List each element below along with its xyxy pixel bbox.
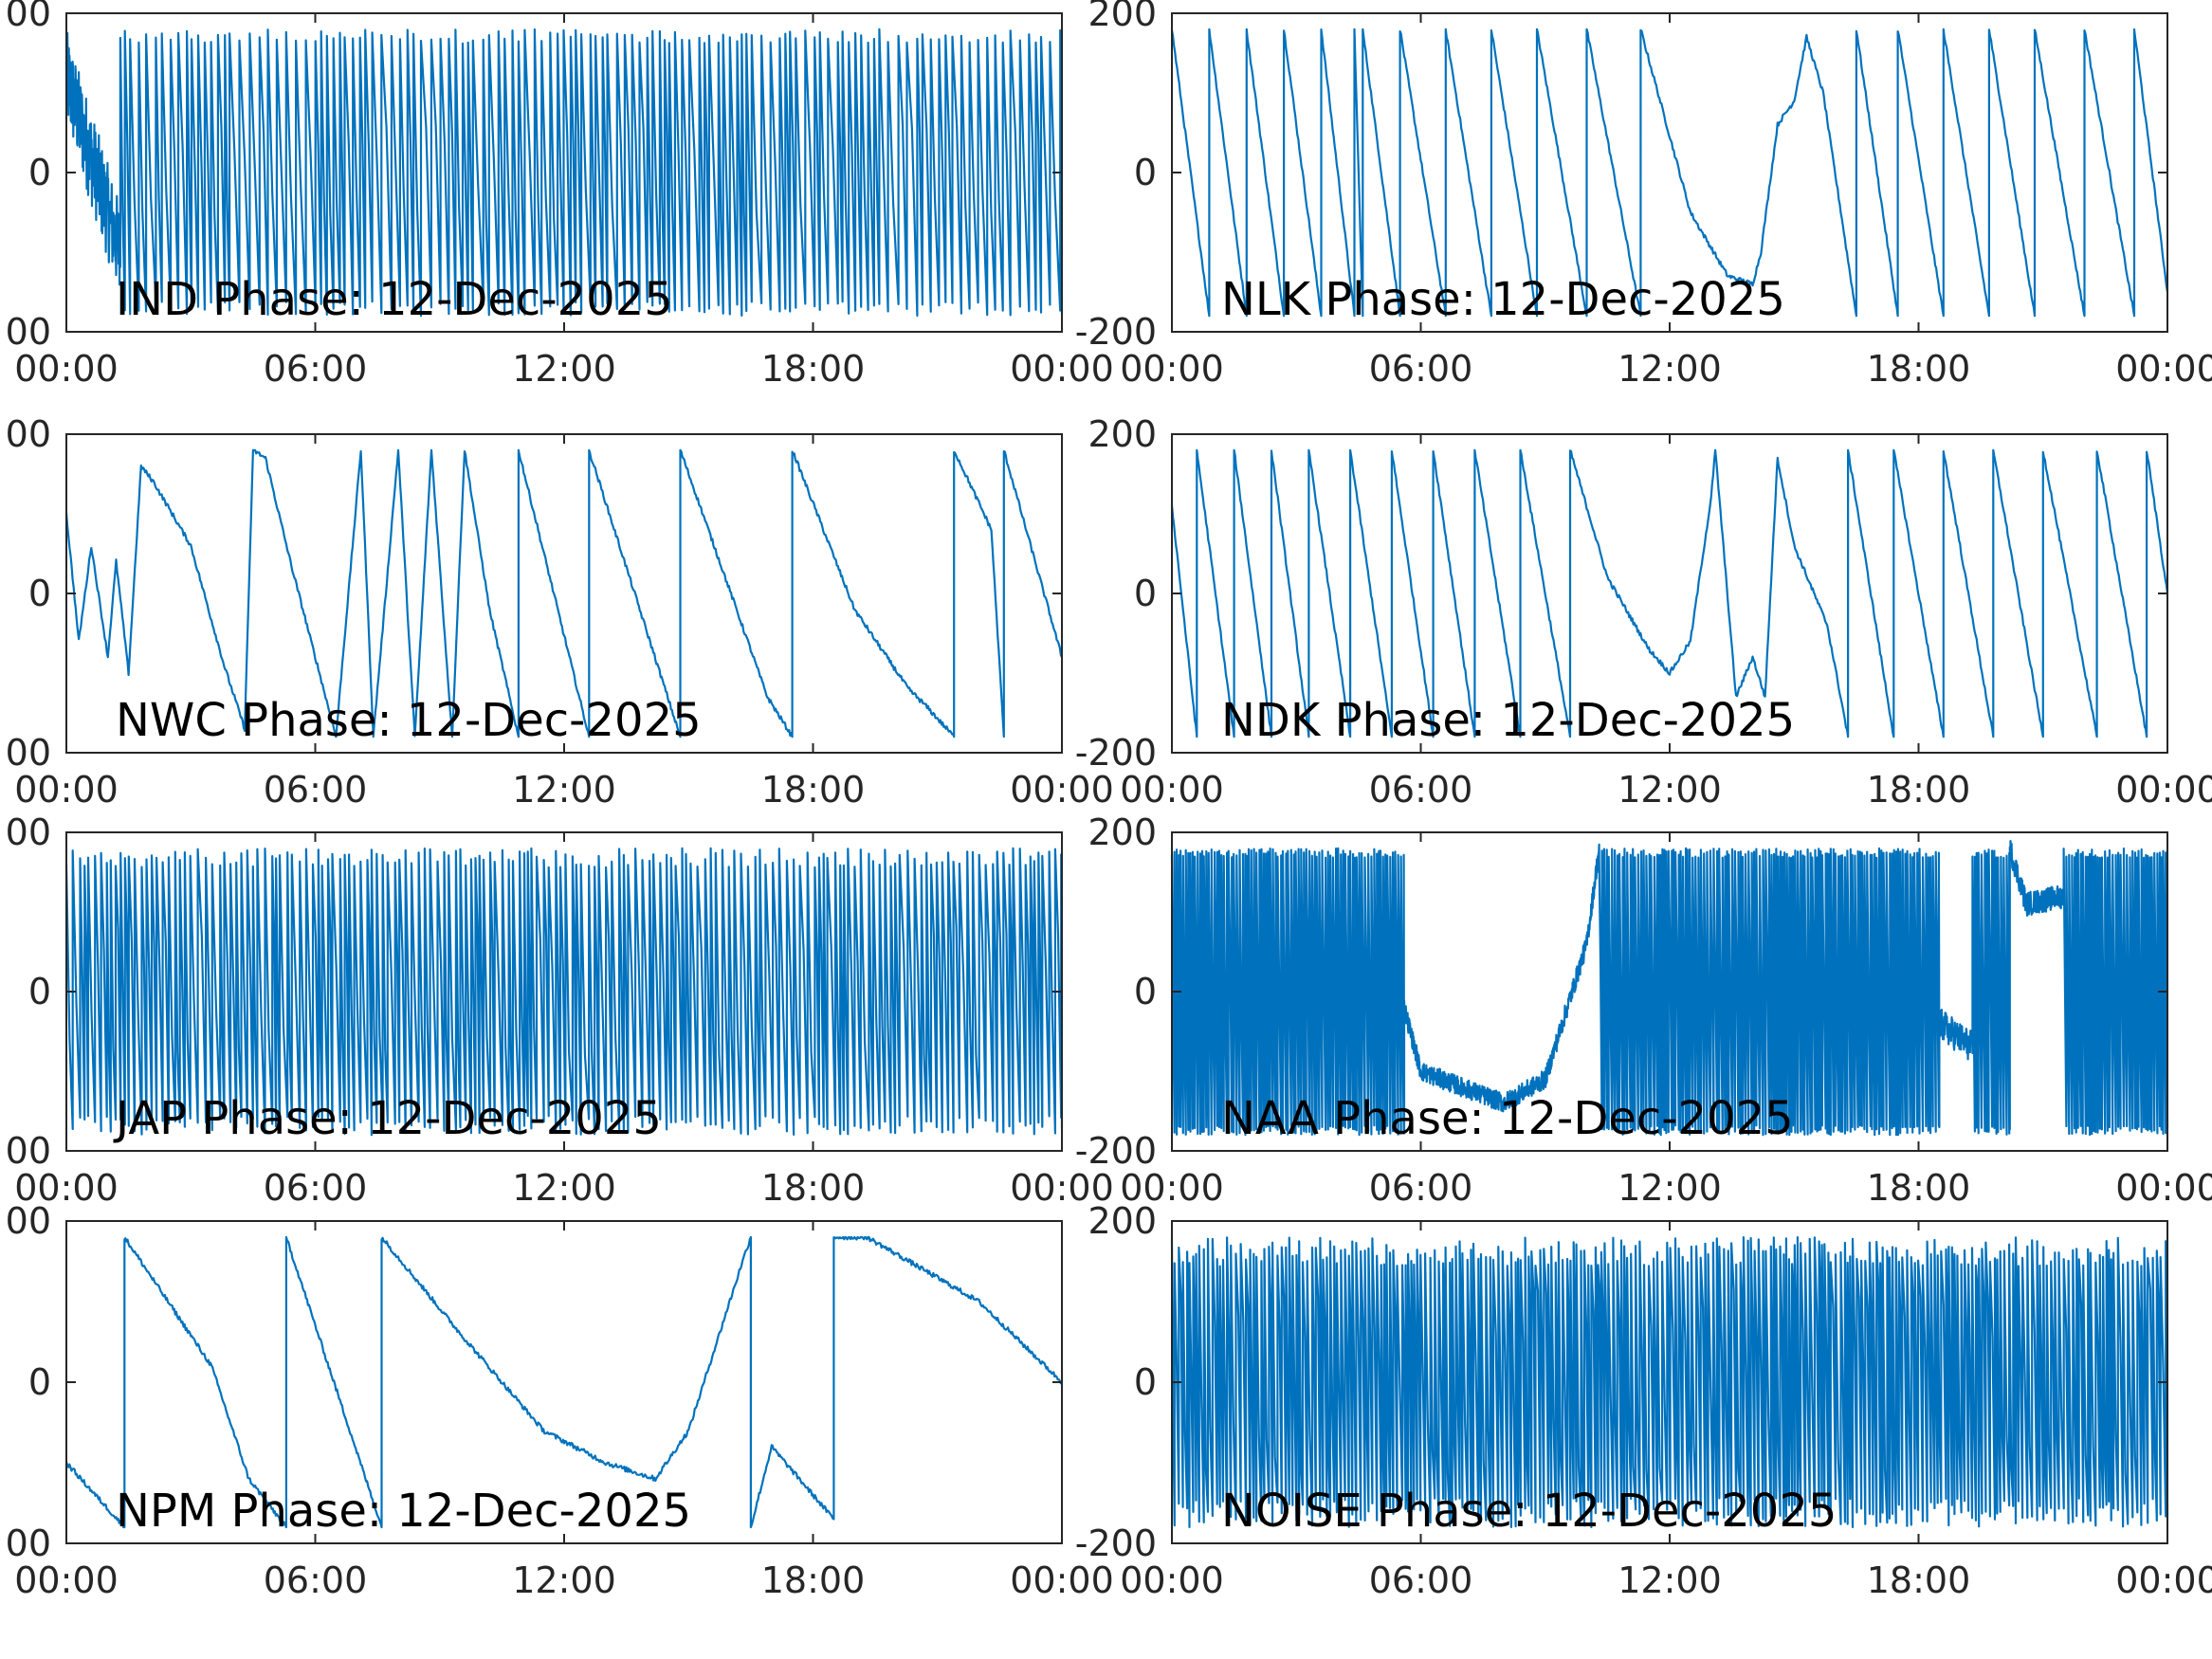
- phase-series-line: [1170, 1236, 2169, 1528]
- y-tick-label: 200: [1088, 811, 1157, 853]
- x-tick-label: 00:00: [1010, 1559, 1114, 1601]
- x-tick-label: 00:00: [2115, 348, 2212, 390]
- x-tick-label: 00:00: [1120, 1559, 1224, 1601]
- y-tick-label: 00: [6, 1522, 51, 1564]
- y-tick-label: 00: [6, 0, 51, 34]
- x-tick-label: 00:00: [14, 1559, 119, 1601]
- x-tick-label: 12:00: [512, 348, 616, 390]
- x-tick-label: 06:00: [264, 1559, 368, 1601]
- x-tick-label: 00:00: [14, 769, 119, 811]
- y-tick-label: 0: [1134, 971, 1157, 1012]
- phase-series-line: [1170, 840, 2169, 1137]
- x-tick-label: 12:00: [1618, 769, 1722, 811]
- phase-series-line: [64, 27, 1064, 318]
- x-tick-label: 06:00: [1369, 1559, 1473, 1601]
- y-tick-label: 0: [28, 152, 51, 193]
- x-tick-label: 06:00: [264, 348, 368, 390]
- x-tick-label: 12:00: [512, 1559, 616, 1601]
- x-tick-label: 18:00: [761, 348, 866, 390]
- x-tick-label: 00:00: [2115, 1559, 2212, 1601]
- x-tick-label: 00:00: [1120, 348, 1224, 390]
- y-tick-label: 0: [1134, 152, 1157, 193]
- panel-title: IND Phase: 12-Dec-2025: [116, 273, 673, 326]
- panel-title: NLK Phase: 12-Dec-2025: [1221, 273, 1785, 326]
- x-tick-label: 18:00: [761, 1559, 866, 1601]
- y-tick-label: 0: [1134, 1361, 1157, 1403]
- x-tick-label: 12:00: [512, 769, 616, 811]
- x-tick-label: 18:00: [761, 769, 866, 811]
- y-tick-label: 0: [1134, 573, 1157, 614]
- phase-series-line: [1170, 448, 2169, 738]
- y-tick-label: 200: [1088, 413, 1157, 455]
- y-tick-label: 0: [28, 573, 51, 614]
- y-tick-label: -200: [1075, 1522, 1157, 1564]
- phase-series-line: [64, 448, 1063, 738]
- y-tick-label: 0: [28, 971, 51, 1012]
- panel-title: NDK Phase: 12-Dec-2025: [1221, 694, 1795, 747]
- x-tick-label: 18:00: [1867, 1559, 1971, 1601]
- x-tick-label: 18:00: [1867, 769, 1971, 811]
- x-tick-label: 06:00: [1369, 769, 1473, 811]
- x-tick-label: 00:00: [1010, 1167, 1114, 1209]
- x-tick-label: 12:00: [1618, 1559, 1722, 1601]
- x-tick-label: 18:00: [1867, 348, 1971, 390]
- y-tick-label: 00: [6, 311, 51, 353]
- x-tick-label: 06:00: [264, 1167, 368, 1209]
- y-tick-label: 200: [1088, 1200, 1157, 1242]
- y-tick-label: 00: [6, 811, 51, 853]
- phase-series-line: [1170, 27, 2169, 318]
- x-tick-label: 00:00: [14, 348, 119, 390]
- panel-title: NOISE Phase: 12-Dec-2025: [1221, 1485, 1837, 1538]
- y-tick-label: 200: [1088, 0, 1157, 34]
- x-tick-label: 00:00: [1120, 1167, 1224, 1209]
- y-tick-label: -200: [1075, 732, 1157, 774]
- x-tick-label: 18:00: [1867, 1167, 1971, 1209]
- x-tick-label: 06:00: [1369, 348, 1473, 390]
- y-tick-label: 0: [28, 1361, 51, 1403]
- y-tick-label: 00: [6, 1130, 51, 1172]
- panel-title: JAP Phase: 12-Dec-2025: [113, 1092, 662, 1145]
- y-tick-label: -200: [1075, 1130, 1157, 1172]
- panel-title: NWC Phase: 12-Dec-2025: [116, 694, 702, 747]
- y-tick-label: 00: [6, 732, 51, 774]
- x-tick-label: 00:00: [2115, 769, 2212, 811]
- x-tick-label: 00:00: [1010, 348, 1114, 390]
- x-tick-label: 06:00: [264, 769, 368, 811]
- x-tick-label: 12:00: [1618, 1167, 1722, 1209]
- y-tick-label: 00: [6, 413, 51, 455]
- x-tick-label: 00:00: [14, 1167, 119, 1209]
- x-tick-label: 06:00: [1369, 1167, 1473, 1209]
- panel-title: NPM Phase: 12-Dec-2025: [116, 1485, 691, 1538]
- x-tick-label: 00:00: [2115, 1167, 2212, 1209]
- y-tick-label: 00: [6, 1200, 51, 1242]
- x-tick-label: 00:00: [1120, 769, 1224, 811]
- y-tick-label: -200: [1075, 311, 1157, 353]
- x-tick-label: 18:00: [761, 1167, 866, 1209]
- phase-series-line: [64, 847, 1064, 1137]
- x-tick-label: 00:00: [1010, 769, 1114, 811]
- x-tick-label: 12:00: [1618, 348, 1722, 390]
- phase-series-line: [64, 1235, 1063, 1529]
- x-tick-label: 12:00: [512, 1167, 616, 1209]
- panel-title: NAA Phase: 12-Dec-2025: [1221, 1092, 1794, 1145]
